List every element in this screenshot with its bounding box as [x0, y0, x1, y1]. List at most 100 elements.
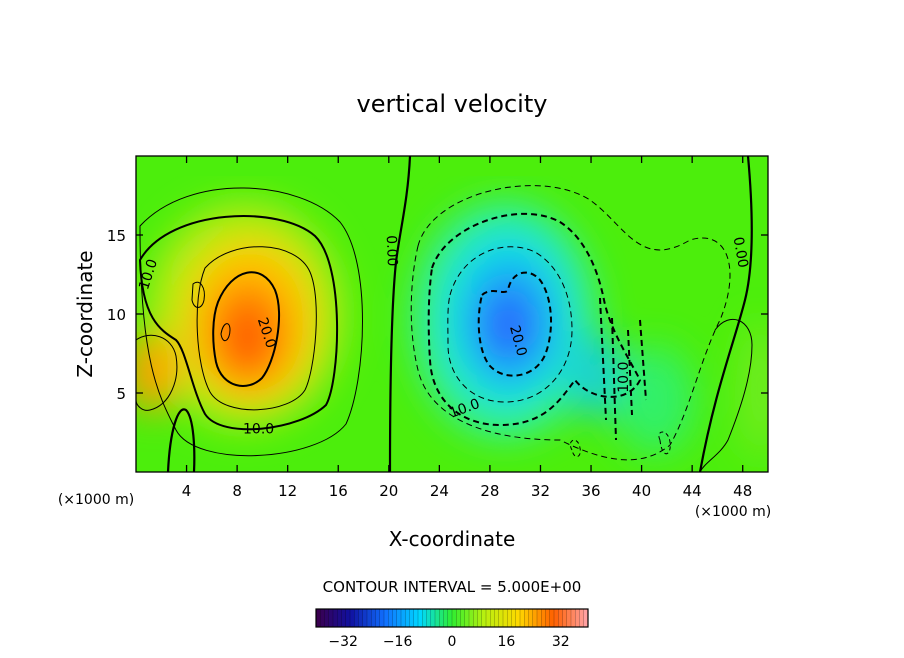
- y-tick-label-2: 15: [107, 227, 126, 245]
- contour-pos-25: [220, 323, 231, 342]
- colorbar-swatch-32: [452, 609, 457, 627]
- colorbar-swatch-11: [362, 609, 368, 627]
- colorbar-swatch-4: [333, 609, 338, 627]
- colorbar-swatch-38: [477, 609, 483, 627]
- colorbar-swatch-31: [447, 609, 453, 627]
- contour-left-lobe: [136, 334, 178, 411]
- colorbar-swatch-25: [422, 609, 427, 627]
- contour-label-2: 10.0: [243, 421, 274, 437]
- colorbar-swatch-52: [537, 609, 542, 627]
- colorbar-swatch-34: [460, 609, 466, 627]
- colorbar-swatch-51: [532, 609, 538, 627]
- x-axis-ticks: 4 8 12 16 20 24 28 32 36 40 44 48: [182, 156, 752, 500]
- colorbar-swatch-57: [558, 609, 563, 627]
- x-tick-label-1: 8: [232, 482, 242, 500]
- contour-left-small: [191, 281, 205, 308]
- x-tick-label-10: 44: [683, 482, 702, 500]
- colorbar-swatch-18: [392, 609, 398, 627]
- y-tick-label-1: 10: [107, 306, 126, 324]
- colorbar-swatch-29: [439, 609, 444, 627]
- contour-interval-text: CONTOUR INTERVAL = 5.000E+00: [323, 578, 582, 596]
- colorbar-swatch-24: [418, 609, 423, 627]
- colorbar-swatch-49: [524, 609, 529, 627]
- colorbar-swatch-54: [545, 609, 551, 627]
- colorbar-swatch-9: [354, 609, 359, 627]
- colorbar-tick-label-2: 0: [448, 634, 457, 650]
- x-tick-label-11: 48: [733, 482, 752, 500]
- x-tick-label-7: 32: [531, 482, 550, 500]
- colorbar: [315, 608, 589, 628]
- colorbar-swatch-0: [316, 609, 321, 627]
- x-tick-label-3: 16: [329, 482, 348, 500]
- contour-zero-low: [166, 408, 196, 472]
- colorbar-swatch-26: [426, 609, 432, 627]
- colorbar-swatch-16: [384, 609, 389, 627]
- colorbar-swatch-6: [341, 609, 347, 627]
- colorbar-frame: [315, 608, 589, 628]
- y-tick-label-0: 5: [116, 385, 126, 403]
- x-tick-label-5: 24: [430, 482, 449, 500]
- colorbar-swatch-44: [503, 609, 508, 627]
- contour-neg-bottom: [569, 431, 671, 457]
- contour-pos-15: [196, 246, 317, 411]
- colorbar-swatch-50: [528, 609, 534, 627]
- blob-right-weak: [615, 345, 695, 455]
- contour-neg-5: [410, 185, 731, 461]
- colorbar-swatch-27: [430, 609, 436, 627]
- colorbar-swatch-42: [494, 609, 500, 627]
- contour-neg-10: [427, 212, 642, 427]
- contour-label-4: 20.0: [506, 324, 530, 358]
- contour-right-weak: [699, 318, 753, 472]
- colorbar-swatch-22: [409, 609, 415, 627]
- colorbar-swatch-1: [320, 609, 325, 627]
- colorbar-swatch-23: [413, 609, 419, 627]
- contour-zero-right: [698, 156, 753, 472]
- y-axis-ticks: 5 10 15: [107, 227, 768, 403]
- x-unit-label-right: (×1000 m): [695, 504, 771, 520]
- colorbar-swatch-20: [401, 609, 406, 627]
- colorbar-swatch-58: [562, 609, 568, 627]
- colorbar-swatch-35: [464, 609, 470, 627]
- colorbar-swatch-59: [566, 609, 572, 627]
- colorbar-swatch-41: [490, 609, 495, 627]
- colorbar-swatch-12: [367, 609, 372, 627]
- colorbar-ticks: −32 −16 0 16 32: [328, 634, 569, 650]
- colorbar-swatch-63: [583, 609, 589, 627]
- x-tick-label-9: 40: [632, 482, 651, 500]
- colorbar-swatch-7: [345, 609, 351, 627]
- colorbar-swatch-13: [371, 609, 376, 627]
- contour-label-7: 0.00: [730, 236, 751, 269]
- contour-pos-10: [138, 215, 338, 431]
- colorbar-tick-label-0: −32: [328, 634, 358, 650]
- colorbar-swatch-17: [388, 609, 393, 627]
- contour-zero-left: [388, 156, 412, 472]
- colorbar-swatch-3: [328, 609, 334, 627]
- colorbar-swatch-39: [481, 609, 487, 627]
- colorbar-swatch-62: [579, 609, 585, 627]
- colorbar-swatch-60: [571, 609, 576, 627]
- colorbar-swatch-21: [405, 609, 410, 627]
- colorbar-tick-label-1: −16: [383, 634, 413, 650]
- x-tick-label-4: 20: [379, 482, 398, 500]
- colorbar-tick-label-3: 16: [497, 634, 515, 650]
- chart-title: vertical velocity: [357, 90, 548, 118]
- colorbar-swatch-36: [469, 609, 474, 627]
- blob-left-edge: [136, 332, 178, 412]
- contour-pos-20: [212, 271, 281, 387]
- colorbar-swatch-45: [507, 609, 512, 627]
- contour-lines: [136, 156, 753, 472]
- field-blobs: [136, 202, 768, 460]
- colorbar-swatch-46: [511, 609, 517, 627]
- colorbar-swatch-53: [541, 609, 546, 627]
- blob-downdraft-tail: [567, 333, 623, 417]
- x-axis-label: X-coordinate: [389, 527, 516, 551]
- blob-downdraft-core: [486, 295, 530, 355]
- x-tick-label-0: 4: [182, 482, 192, 500]
- colorbar-swatch-19: [396, 609, 402, 627]
- colorbar-swatch-14: [375, 609, 381, 627]
- colorbar-swatch-30: [443, 609, 449, 627]
